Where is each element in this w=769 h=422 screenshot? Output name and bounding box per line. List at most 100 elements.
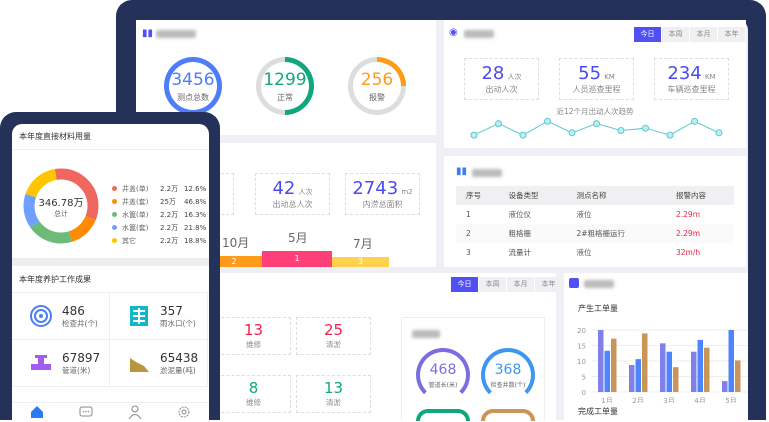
legend-item: 其它 2.2万 18.8% [112,234,206,247]
stat-ring: 256 报警 [348,57,406,115]
workorder-box: 13 维修 [216,317,291,355]
bottom-nav [12,402,209,420]
stat-label: 人员巡查里程 [572,85,621,94]
trend-point [666,131,674,139]
dredge-stat: 42 人次 出动总人次 [255,173,330,215]
rank-month: 10月 [222,236,250,250]
box-value: 8 [248,379,259,397]
item-label: 雨水口(个) [160,318,196,328]
item-value: 357 [160,303,183,318]
dashboard: ▮▮ 3456 测点总数 1299 正常 256 报警 ◉ 今日 本周 本月 本年 28 人次出… [116,20,748,421]
maintenance-item: 67897 管道(米) [12,340,110,387]
trend-point [617,127,625,134]
table-row[interactable]: 3 流量计 液位 32m/h [456,243,734,262]
ring-value: 256 [360,69,394,90]
legend-name: 水篦(单) [122,210,149,219]
tab-0[interactable]: 今日 [634,27,661,42]
rank-bar: 2 [206,256,262,267]
settings-icon[interactable] [177,403,191,420]
home-icon[interactable] [30,403,44,420]
y-tick-label: 10 [577,358,586,366]
tab-2[interactable]: 本月 [690,27,717,42]
y-tick-label: 0 [582,389,586,397]
tab-2[interactable]: 本月 [507,277,534,292]
box-value: 13 [243,321,264,339]
box-label: 清淤 [326,340,341,349]
legend-name: 井盖(套) [122,197,149,206]
column-header: 设备类型 [498,186,567,205]
gauge-partial [416,409,470,421]
total-value: 346.78万 [38,198,84,209]
legend-item: 水篦(套) 2.2万 21.8% [112,221,206,234]
ring-label: 报警 [369,92,385,102]
user-icon[interactable] [128,403,142,420]
gauge-value: 368 [494,361,522,378]
y-tick-label: 20 [577,327,586,335]
patrol-tabs: 今日 本周 本月 本年 [633,27,745,42]
donut-slice [23,168,99,244]
trend-point [544,117,551,125]
stat-label: 出动总人次 [272,200,313,209]
bar [704,347,710,392]
table-cell: 粗格栅 [498,224,567,243]
ring-value: 3456 [171,69,215,90]
panel-title-blurred [472,169,502,177]
patrol-panel: ◉ 今日 本周 本月 本年 28 人次 出动人次 55 KM 人员巡查里程 234 KM 车辆巡… [444,20,746,148]
donut-slice [23,168,99,244]
gauge-value: 468 [429,361,457,378]
y-tick-label: 15 [577,343,586,351]
box-value: 25 [323,321,344,339]
bar [722,381,728,392]
tab-0[interactable]: 今日 [451,277,478,292]
gauge-label: 管道长(米) [428,381,458,389]
workorder-analysis-panel: 产生工单量 0 5 10 15 20 1月 2月 3月 4月 5月 完成工单量 [564,273,748,420]
legend-pct: 46.8% [184,197,207,206]
dredge-results-card: 468 管道长(米) 368 检查井数(个) [401,317,545,421]
next-chart-title: 完成工单量 [578,407,618,416]
eye-icon: ◉ [449,27,458,38]
table-cell: 2.29m [676,210,701,219]
ring-value: 1299 [263,69,307,90]
tab-1[interactable]: 本周 [662,27,689,42]
legend-name: 水篦(套) [122,223,149,232]
box-label: 维修 [246,398,261,407]
legend-amount: 2.2万 [160,210,179,219]
table-cell: 2#粗格栅运行 [566,224,666,243]
bar [629,365,635,392]
gauge-partial [481,409,535,421]
box-value: 13 [323,379,344,397]
gauge: 468 管道长(米) [416,348,470,402]
legend-pct: 21.8% [184,223,207,232]
table-cell: 流量计 [508,248,531,257]
bar [673,367,679,392]
table-cell: 液位 [576,210,592,219]
legend-amount: 2.2万 [160,236,179,245]
tab-3[interactable]: 本年 [718,27,745,42]
maintenance-title: 本年度养护工作成果 [12,266,209,293]
bar [691,351,697,392]
box-label: 维修 [246,340,261,349]
bar-chart-icon: ▮▮ [456,166,468,177]
workorder-box: 13 清淤 [296,375,371,413]
item-value: 65438 [160,350,199,365]
card-title-blurred [412,330,440,338]
bar [728,330,734,392]
trend-point [593,120,600,128]
maintenance-item: 357 雨水口(个) [110,293,208,340]
table-cell: 1 [466,210,471,219]
message-icon[interactable] [79,403,93,420]
legend-pct: 12.6% [184,184,207,193]
table-row[interactable]: 2 粗格栅 2#粗格栅运行 2.29m [456,224,734,243]
item-value: 486 [62,303,85,318]
item-value: 67897 [62,350,101,365]
legend-dot [112,186,117,191]
tab-1[interactable]: 本周 [479,277,506,292]
realtime-panel: ▮▮ 序号 设备类型 测点名称 报警内容 1 液位仪 液位 2.29m 2 粗格栅 2#粗格栅运行 2… [444,156,746,267]
tab-3[interactable]: 本年 [535,277,562,292]
trend-line-chart [470,117,723,139]
grate-icon [128,305,150,327]
bar-chart-icon: ▮▮ [142,28,154,39]
bar [735,360,741,392]
patrol-stat: 55 KM 人员巡查里程 [559,58,634,100]
table-row[interactable]: 1 液位仪 液位 2.29m [456,205,734,224]
